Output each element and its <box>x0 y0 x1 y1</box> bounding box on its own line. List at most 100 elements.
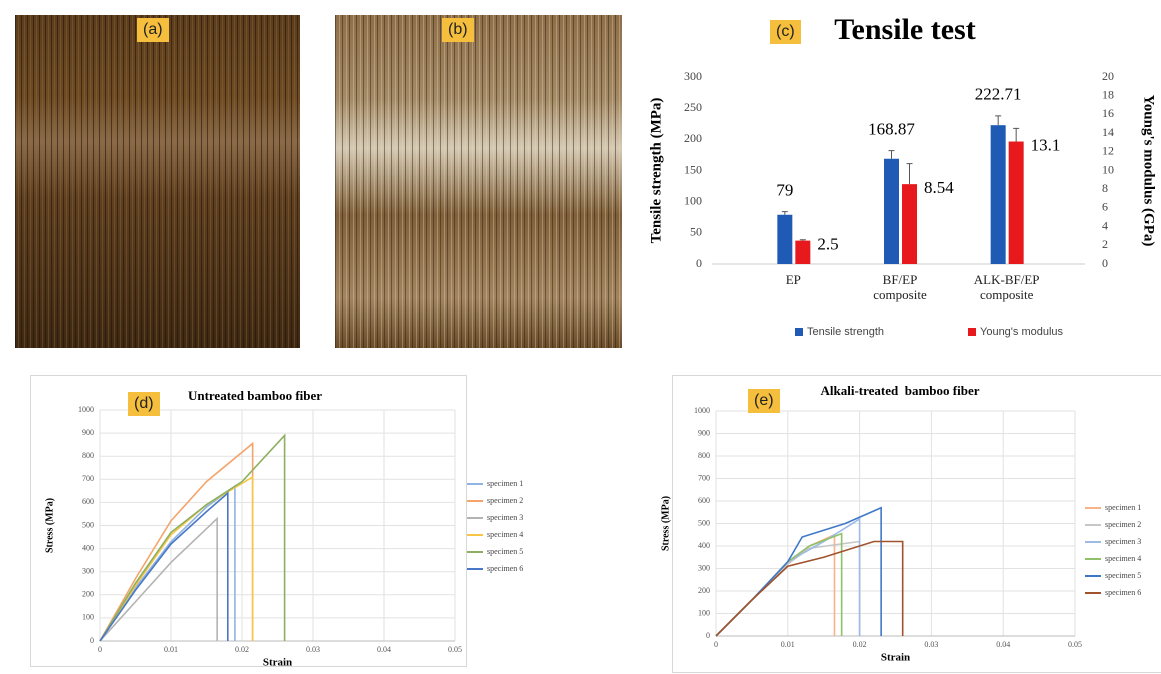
x-axis-title: Strain <box>881 652 910 664</box>
bar <box>884 159 899 264</box>
x-tick-label: 0.02 <box>853 640 867 649</box>
bar <box>902 184 917 264</box>
y-tick-label: 700 <box>698 473 710 482</box>
y-tick-label: 300 <box>698 563 710 572</box>
y2-tick-label: 12 <box>1102 144 1114 158</box>
bar <box>991 125 1006 264</box>
panel-label: (a) <box>137 18 169 42</box>
y-tick-label: 100 <box>82 613 94 622</box>
line <box>100 519 217 641</box>
y2-axis-title: Young's modulus (GPa) <box>1141 95 1157 247</box>
legend-label: specimen 5 <box>1105 571 1141 580</box>
x-tick-label: 0.02 <box>235 645 249 654</box>
x-tick-label: 0.01 <box>164 645 178 654</box>
value-label: 222.71 <box>975 85 1022 104</box>
y-tick-label: 1000 <box>694 406 710 415</box>
legend-label: specimen 3 <box>1105 537 1141 546</box>
y-tick-label: 50 <box>690 225 702 239</box>
y-axis-title: Tensile strength (MPa) <box>648 98 664 244</box>
legend-label: specimen 2 <box>1105 520 1141 529</box>
x-tick-label: EP <box>751 272 835 287</box>
y2-tick-label: 10 <box>1102 162 1114 176</box>
panel-label: (e) <box>748 389 780 413</box>
y-tick-label: 700 <box>82 474 94 483</box>
legend-label: Tensile strength <box>807 326 884 338</box>
y-tick-label: 800 <box>82 451 94 460</box>
bar <box>777 215 792 264</box>
y-tick-label: 150 <box>684 162 702 176</box>
y-tick-label: 0 <box>696 256 702 270</box>
panel-label: (d) <box>128 392 160 416</box>
y-tick-label: 1000 <box>78 405 94 414</box>
y-tick-label: 600 <box>698 496 710 505</box>
value-label: 79 <box>776 181 793 200</box>
legend-label: specimen 6 <box>1105 588 1141 597</box>
error-bar <box>995 116 1001 125</box>
y-tick-label: 400 <box>82 543 94 552</box>
x-axis-title: Strain <box>263 657 292 669</box>
y-tick-label: 300 <box>82 567 94 576</box>
legend-label: specimen 3 <box>487 513 523 522</box>
x-tick-label: ALK-BF/EP composite <box>965 272 1049 302</box>
x-tick-label: 0.03 <box>924 640 938 649</box>
x-tick-label: 0.03 <box>306 645 320 654</box>
y2-tick-label: 6 <box>1102 200 1108 214</box>
y-tick-label: 200 <box>684 131 702 145</box>
y-tick-label: 300 <box>684 69 702 83</box>
legend-label: specimen 6 <box>487 564 523 573</box>
chart-title: Tensile test <box>834 13 975 46</box>
line <box>100 443 253 641</box>
legend-label: specimen 4 <box>487 530 523 539</box>
value-label: 8.54 <box>924 178 954 197</box>
legend-swatch <box>968 328 976 336</box>
y2-tick-label: 18 <box>1102 87 1114 101</box>
value-label: 2.5 <box>817 235 838 254</box>
y-axis-title: Stress (MPa) <box>44 498 55 553</box>
line <box>716 534 842 636</box>
line <box>716 535 834 636</box>
y-tick-label: 600 <box>82 497 94 506</box>
y-tick-label: 200 <box>698 586 710 595</box>
y-tick-label: 500 <box>698 518 710 527</box>
figure: Tensile test0501001502002503000246810121… <box>0 0 1161 674</box>
bar <box>1009 142 1024 264</box>
y-tick-label: 500 <box>82 520 94 529</box>
y-tick-label: 250 <box>684 100 702 114</box>
legend-label: specimen 4 <box>1105 554 1141 563</box>
x-tick-label: 0.01 <box>781 640 795 649</box>
line <box>716 508 881 636</box>
y-tick-label: 100 <box>684 193 702 207</box>
legend-swatch <box>795 328 803 336</box>
y-tick-label: 800 <box>698 451 710 460</box>
x-tick-label: 0 <box>714 640 718 649</box>
legend-label: specimen 1 <box>487 479 523 488</box>
y-axis-title: Stress (MPa) <box>660 496 671 551</box>
error-bar <box>907 164 913 185</box>
y-tick-label: 0 <box>90 636 94 645</box>
line <box>716 542 903 637</box>
x-tick-label: 0.04 <box>377 645 391 654</box>
legend-label: Young's modulus <box>980 326 1064 338</box>
value-label: 13.1 <box>1031 135 1061 154</box>
x-tick-label: 0.05 <box>1068 640 1082 649</box>
y-tick-label: 200 <box>82 590 94 599</box>
y-tick-label: 900 <box>82 428 94 437</box>
y-tick-label: 100 <box>698 608 710 617</box>
chart-title: Alkali-treated bamboo fiber <box>821 383 980 398</box>
legend-label: specimen 2 <box>487 496 523 505</box>
y2-tick-label: 14 <box>1102 125 1114 139</box>
y2-tick-label: 4 <box>1102 218 1108 232</box>
x-tick-label: BF/EP composite <box>858 272 942 302</box>
y-tick-label: 900 <box>698 428 710 437</box>
legend-label: specimen 5 <box>487 547 523 556</box>
legend-label: specimen 1 <box>1105 503 1141 512</box>
page: Tensile test0501001502002503000246810121… <box>0 0 1161 674</box>
error-bar <box>889 151 895 159</box>
y2-tick-label: 20 <box>1102 69 1114 83</box>
panel-label: (c) <box>770 20 801 44</box>
bar <box>795 241 810 264</box>
x-tick-label: 0 <box>98 645 102 654</box>
value-label: 168.87 <box>868 120 915 139</box>
y2-tick-label: 8 <box>1102 181 1108 195</box>
chart-title: Untreated bamboo fiber <box>188 388 322 403</box>
